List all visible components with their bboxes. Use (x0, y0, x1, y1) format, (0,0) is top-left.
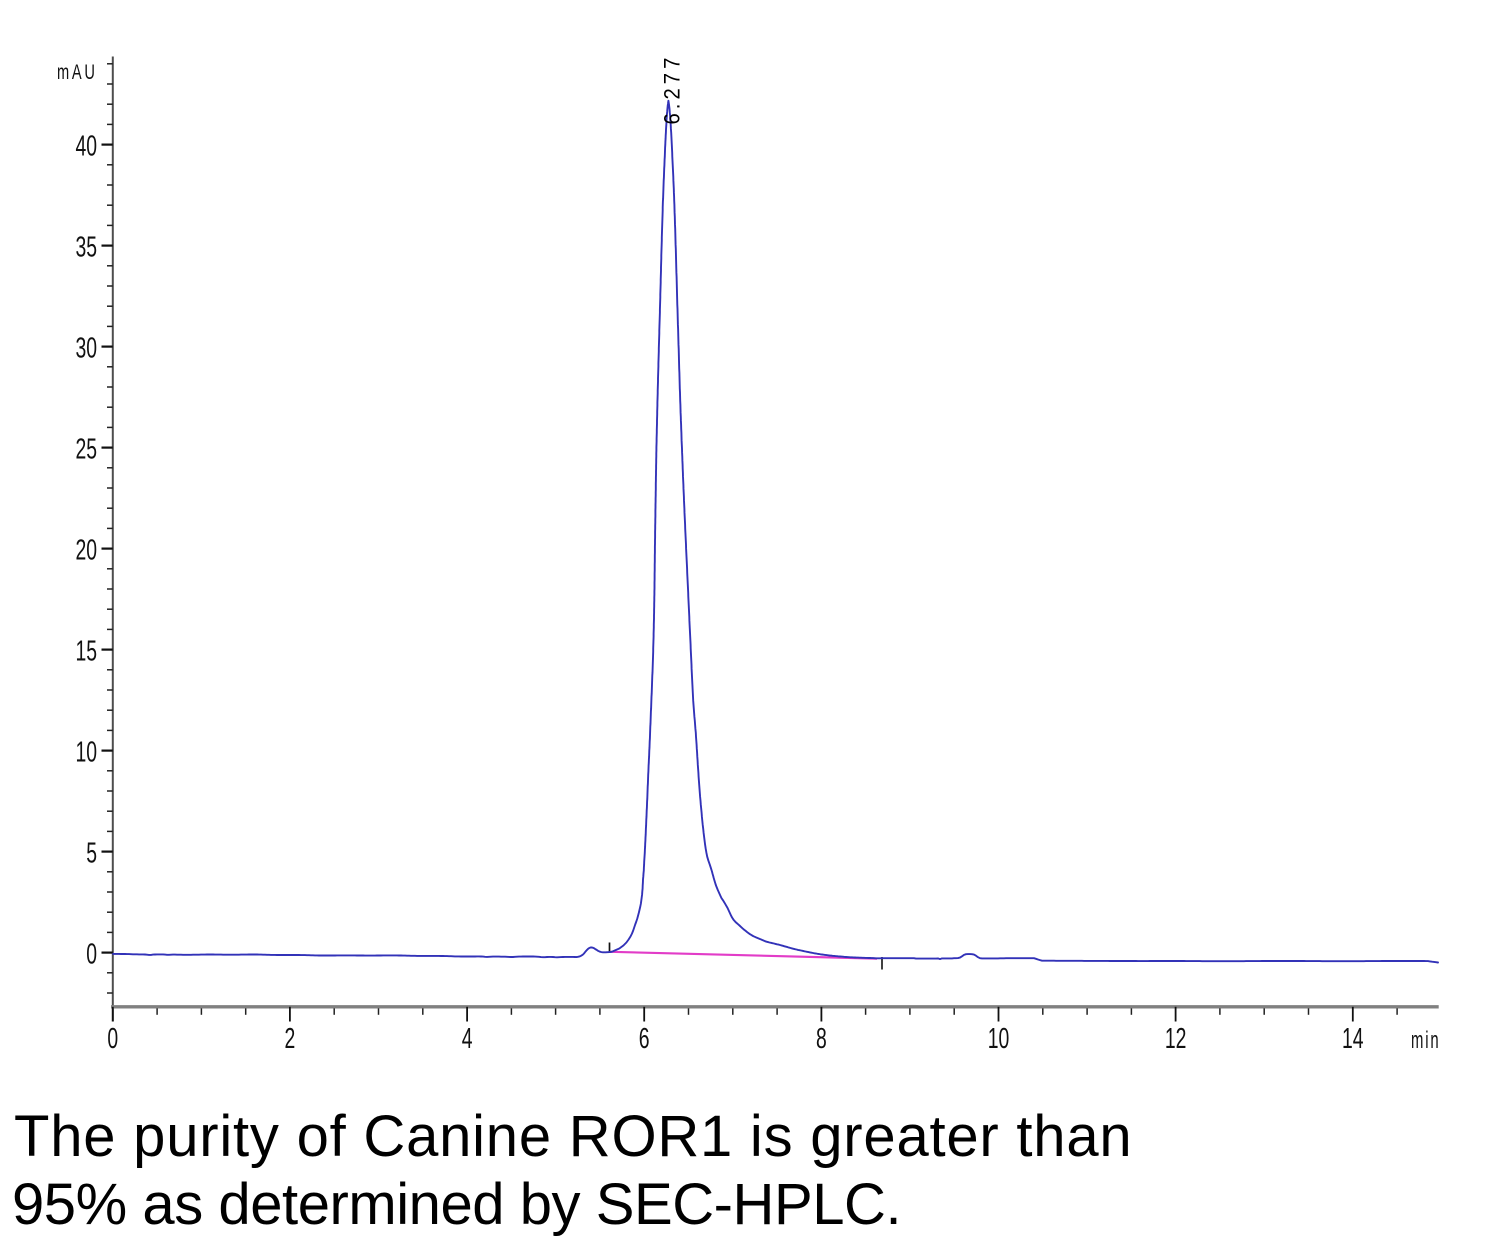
svg-text:14: 14 (1342, 1023, 1364, 1055)
svg-text:0: 0 (86, 939, 97, 971)
svg-text:6: 6 (639, 1023, 650, 1055)
svg-text:4: 4 (462, 1023, 473, 1055)
svg-text:35: 35 (75, 232, 97, 264)
svg-text:10: 10 (75, 737, 97, 769)
svg-text:8: 8 (816, 1023, 827, 1055)
svg-text:6.277: 6.277 (659, 54, 684, 125)
svg-text:12: 12 (1165, 1023, 1187, 1055)
svg-text:10: 10 (988, 1023, 1010, 1055)
svg-text:30: 30 (75, 333, 97, 365)
svg-text:min: min (1411, 1028, 1441, 1054)
svg-text:0: 0 (107, 1023, 118, 1055)
svg-text:25: 25 (75, 434, 97, 466)
svg-text:20: 20 (75, 535, 97, 567)
svg-text:5: 5 (86, 838, 97, 870)
svg-text:2: 2 (285, 1023, 296, 1055)
svg-text:15: 15 (75, 636, 97, 668)
svg-text:mAU: mAU (57, 59, 98, 84)
svg-text:40: 40 (75, 131, 97, 163)
